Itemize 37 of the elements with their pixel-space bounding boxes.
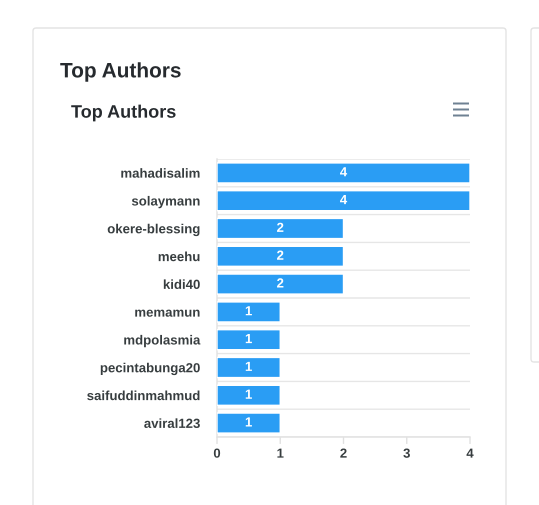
y-tick-label: meehu: [158, 252, 200, 262]
data-label: 1: [246, 334, 252, 344]
data-label: 2: [277, 222, 284, 232]
data-label: 1: [246, 417, 252, 427]
chart-subtitle: Top Authors: [71, 104, 176, 122]
y-tick-label: solaymann: [132, 196, 200, 208]
x-tick-label: 2: [340, 448, 347, 458]
x-tick-label: 1: [277, 448, 284, 458]
data-label: 2: [277, 250, 284, 260]
bar: [217, 412, 281, 434]
data-label: 4: [340, 195, 348, 204]
y-tick-label: mdpolasmia: [124, 334, 200, 348]
y-tick-label: pecintabunga20: [100, 362, 200, 376]
y-tick-label: okere-blessing: [108, 224, 200, 236]
x-tick-label: 0: [214, 448, 220, 458]
x-tick-label: 3: [403, 448, 410, 458]
data-label: 4: [340, 167, 348, 176]
x-tick-label: 4: [466, 448, 474, 458]
bar: [217, 246, 344, 268]
bar: [217, 218, 344, 240]
bar: [217, 356, 281, 378]
chart-title: Top Authors: [60, 62, 181, 82]
bar: [217, 162, 470, 184]
bar: [217, 273, 344, 295]
y-tick-label: mahadisalim: [121, 168, 200, 178]
y-tick-label: aviral123: [144, 418, 200, 428]
data-label: 1: [246, 390, 252, 399]
bar: [217, 190, 470, 212]
bar: [217, 301, 281, 323]
y-tick-label: memamun: [135, 310, 200, 317]
bar: [217, 384, 281, 406]
data-label: 1: [246, 306, 252, 316]
data-label: 2: [277, 278, 284, 288]
bar: [217, 328, 281, 350]
data-label: 1: [246, 362, 252, 371]
y-tick-label: saifuddinmahmud: [87, 390, 200, 400]
y-tick-label: kidi40: [164, 279, 200, 290]
